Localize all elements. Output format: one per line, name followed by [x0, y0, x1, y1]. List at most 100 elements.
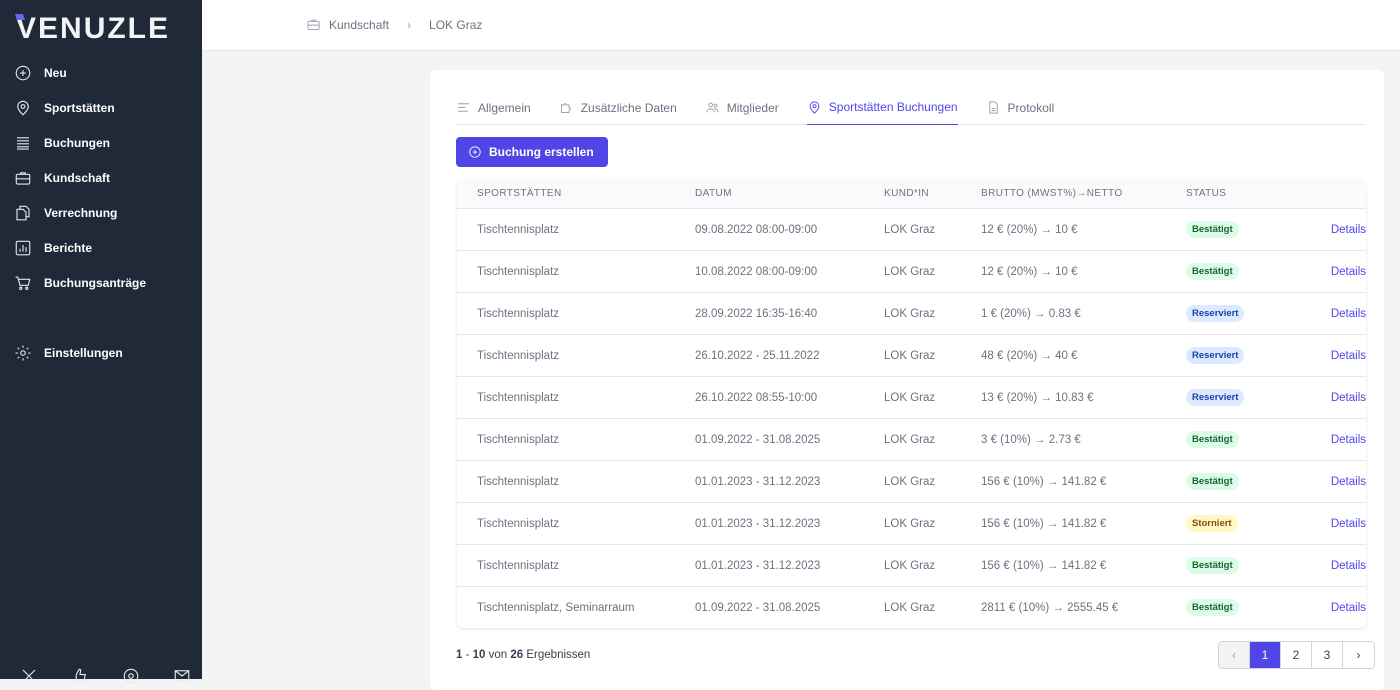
logo[interactable]: VENUZLE	[16, 12, 171, 45]
cell-date: 26.10.2022 - 25.11.2022	[695, 349, 820, 362]
sidebar-item-label: Buchungen	[44, 135, 110, 150]
cell-customer: LOK Graz	[884, 307, 936, 320]
create-booking-button[interactable]: Buchung erstellen	[456, 137, 608, 167]
page-2-button[interactable]: 2	[1281, 642, 1312, 668]
cell-price: 48 € (20%) → 40 €	[981, 349, 1078, 362]
details-link[interactable]: Details	[1330, 475, 1366, 488]
column-header: KUND*IN	[884, 188, 930, 199]
sidebar-item-label: Buchungsanträge	[44, 275, 147, 290]
puzzle-icon	[560, 103, 571, 113]
thumbs-up-icon[interactable]	[71, 667, 89, 685]
cell-venue: Tischtennisplatz	[477, 517, 560, 530]
pagination: ‹ 1 2 3 ›	[1218, 641, 1375, 669]
results-summary: 1 - 10 von 26 Ergebnissen	[456, 649, 591, 661]
status-badge: Reserviert	[1186, 305, 1245, 322]
details-link[interactable]: Details	[1330, 433, 1366, 446]
status-badge: Bestätigt	[1186, 263, 1239, 280]
table-row: Tischtennisplatz 28.09.2022 16:35-16:40 …	[457, 292, 1366, 334]
tab-protokoll[interactable]: Protokoll	[986, 90, 1054, 125]
details-link[interactable]: Details	[1330, 601, 1366, 614]
prev-page-button[interactable]: ‹	[1219, 642, 1250, 668]
plus-circle-icon	[469, 146, 481, 158]
tab-label: Mitglieder	[726, 100, 779, 115]
cell-venue: Tischtennisplatz	[477, 265, 560, 278]
range-to: 10	[472, 649, 486, 661]
cell-price: 3 € (10%) → 2.73 €	[981, 433, 1081, 446]
page-1-button[interactable]: 1	[1250, 642, 1281, 668]
cell-venue: Tischtennisplatz	[477, 349, 560, 362]
content-card: Allgemein Zusätzliche Daten Mitglieder S…	[430, 70, 1384, 690]
mail-icon[interactable]	[173, 667, 191, 685]
cell-price: 156 € (10%) → 141.82 €	[981, 517, 1107, 530]
page-3-button[interactable]: 3	[1312, 642, 1343, 668]
tabs: Allgemein Zusätzliche Daten Mitglieder S…	[456, 90, 1366, 125]
table-row: Tischtennisplatz 26.10.2022 08:55-10:00 …	[457, 376, 1366, 418]
column-header: STATUS	[1186, 188, 1227, 199]
cell-price: 1 € (20%) → 0.83 €	[981, 307, 1081, 320]
document-icon	[988, 101, 998, 114]
cell-customer: LOK Graz	[884, 391, 936, 404]
help-icon[interactable]	[122, 667, 140, 685]
cell-customer: LOK Graz	[884, 601, 936, 614]
sidebar: VENUZLE Neu Sportstätten Buchungen Kunds…	[0, 0, 202, 684]
details-link[interactable]: Details	[1330, 391, 1366, 404]
tools-icon[interactable]	[20, 667, 38, 685]
button-label: Buchung erstellen	[489, 145, 594, 159]
tab-allgemein[interactable]: Allgemein	[456, 90, 531, 125]
sidebar-item-kundschaft[interactable]: Kundschaft	[0, 160, 202, 195]
sidebar-item-label: Berichte	[44, 240, 93, 255]
sidebar-item-label: Verrechnung	[44, 205, 118, 220]
breadcrumb-current: LOK Graz	[429, 17, 483, 32]
sidebar-item-berichte[interactable]: Berichte	[0, 230, 202, 265]
cell-venue: Tischtennisplatz	[477, 559, 560, 572]
sidebar-item-label: Kundschaft	[44, 170, 110, 185]
breadcrumb: Kundschaft › LOK Graz	[306, 17, 482, 32]
gear-icon	[15, 345, 31, 360]
breadcrumb-parent[interactable]: Kundschaft	[329, 17, 390, 32]
bookings-table: SPORTSTÄTTEN DATUM KUND*IN BRUTTO (MWST%…	[457, 179, 1366, 628]
table-row: Tischtennisplatz 09.08.2022 08:00-09:00 …	[457, 208, 1366, 250]
cell-venue: Tischtennisplatz	[477, 307, 560, 320]
tab-sportstaetten-buchungen[interactable]: Sportstätten Buchungen	[806, 90, 958, 125]
sidebar-item-verrechnung[interactable]: Verrechnung	[0, 195, 202, 230]
sidebar-item-label: Neu	[44, 65, 67, 80]
status-badge: Storniert	[1186, 515, 1238, 532]
cell-price: 156 € (10%) → 141.82 €	[981, 475, 1107, 488]
briefcase-icon	[15, 171, 31, 185]
sidebar-item-sportstaetten[interactable]: Sportstätten	[0, 90, 202, 125]
sidebar-item-neu[interactable]: Neu	[0, 55, 202, 90]
cell-customer: LOK Graz	[884, 517, 936, 530]
cell-venue: Tischtennisplatz, Seminarraum	[477, 601, 635, 614]
table-row: Tischtennisplatz 01.09.2022 - 31.08.2025…	[457, 418, 1366, 460]
cell-price: 12 € (20%) → 10 €	[981, 265, 1078, 278]
cell-date: 01.01.2023 - 31.12.2023	[695, 559, 821, 572]
cell-customer: LOK Graz	[884, 223, 936, 236]
status-badge: Bestätigt	[1186, 473, 1239, 490]
details-link[interactable]: Details	[1330, 223, 1366, 236]
details-link[interactable]: Details	[1330, 349, 1366, 362]
sidebar-item-buchungsantraege[interactable]: Buchungsanträge	[0, 265, 202, 300]
chevron-right-icon: ›	[407, 17, 412, 32]
scrollbar[interactable]	[1384, 51, 1400, 679]
cell-price: 2811 € (10%) → 2555.45 €	[981, 601, 1119, 614]
next-page-button[interactable]: ›	[1343, 642, 1374, 668]
tab-mitglieder[interactable]: Mitglieder	[705, 90, 779, 125]
sidebar-item-einstellungen[interactable]: Einstellungen	[0, 335, 202, 370]
details-link[interactable]: Details	[1330, 517, 1366, 530]
table-row: Tischtennisplatz 01.01.2023 - 31.12.2023…	[457, 502, 1366, 544]
sidebar-item-buchungen[interactable]: Buchungen	[0, 125, 202, 160]
text-lines-icon	[457, 103, 470, 112]
results-label: Ergebnissen	[526, 649, 591, 661]
tab-label: Sportstätten Buchungen	[828, 100, 958, 114]
cell-date: 10.08.2022 08:00-09:00	[695, 265, 818, 278]
sidebar-item-label: Einstellungen	[44, 345, 123, 360]
tab-label: Zusätzliche Daten	[580, 100, 677, 115]
details-link[interactable]: Details	[1330, 559, 1366, 572]
details-link[interactable]: Details	[1330, 307, 1366, 320]
cell-customer: LOK Graz	[884, 433, 936, 446]
cell-date: 26.10.2022 08:55-10:00	[695, 391, 818, 404]
details-link[interactable]: Details	[1330, 265, 1366, 278]
tab-zusaetzliche-daten[interactable]: Zusätzliche Daten	[559, 90, 677, 125]
cell-date: 09.08.2022 08:00-09:00	[695, 223, 818, 236]
status-badge: Bestätigt	[1186, 557, 1239, 574]
